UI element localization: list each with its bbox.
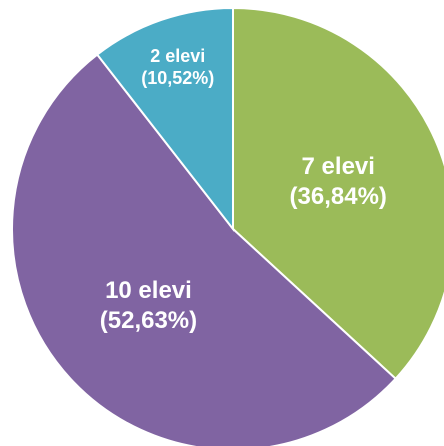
slice-label: 2 elevi <box>150 46 205 66</box>
slice-label: 10 elevi <box>105 277 192 304</box>
slice-percent: (52,63%) <box>100 307 197 334</box>
slice-label: 7 elevi <box>302 153 375 180</box>
slice-percent: (36,84%) <box>290 183 387 210</box>
pie-slice <box>11 53 398 446</box>
slice-percent: (10,52%) <box>141 68 214 88</box>
pie-slice <box>232 6 444 381</box>
pie-slice <box>95 6 234 232</box>
